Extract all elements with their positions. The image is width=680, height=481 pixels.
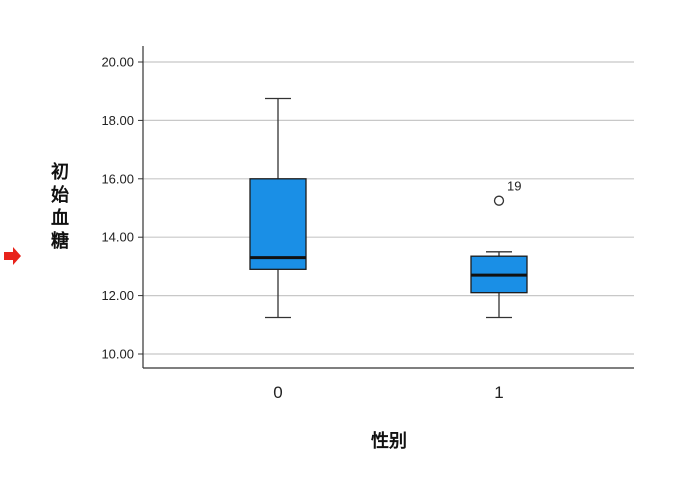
outlier-point — [493, 195, 505, 206]
y-tick-label: 12.00 — [101, 288, 134, 303]
x-category-label: 0 — [273, 383, 282, 402]
y-tick-label: 20.00 — [101, 55, 134, 70]
box-group-1: 19 — [470, 179, 528, 319]
box-group-0 — [249, 97, 307, 319]
y-axis-title-char: 血 — [51, 207, 69, 229]
axes — [138, 46, 634, 369]
x-axis-title: 性别 — [371, 430, 407, 452]
y-tick-label: 16.00 — [101, 171, 134, 186]
boxes: 19 — [249, 97, 528, 319]
y-tick-labels: 10.00 12.00 14.00 16.00 18.00 20.00 — [101, 55, 134, 362]
y-tick-label: 18.00 — [101, 113, 134, 128]
red-arrow-icon — [4, 247, 21, 265]
x-category-label: 1 — [494, 383, 503, 402]
outlier-label: 19 — [507, 179, 521, 194]
y-axis-title-char: 始 — [51, 184, 69, 206]
gridlines — [143, 61, 634, 355]
y-axis-title-char: 初 — [51, 161, 69, 183]
iqr-box — [249, 178, 307, 270]
y-tick-label: 14.00 — [101, 230, 134, 245]
y-tick-label: 10.00 — [101, 347, 134, 362]
y-axis-title-char: 糖 — [51, 230, 69, 252]
